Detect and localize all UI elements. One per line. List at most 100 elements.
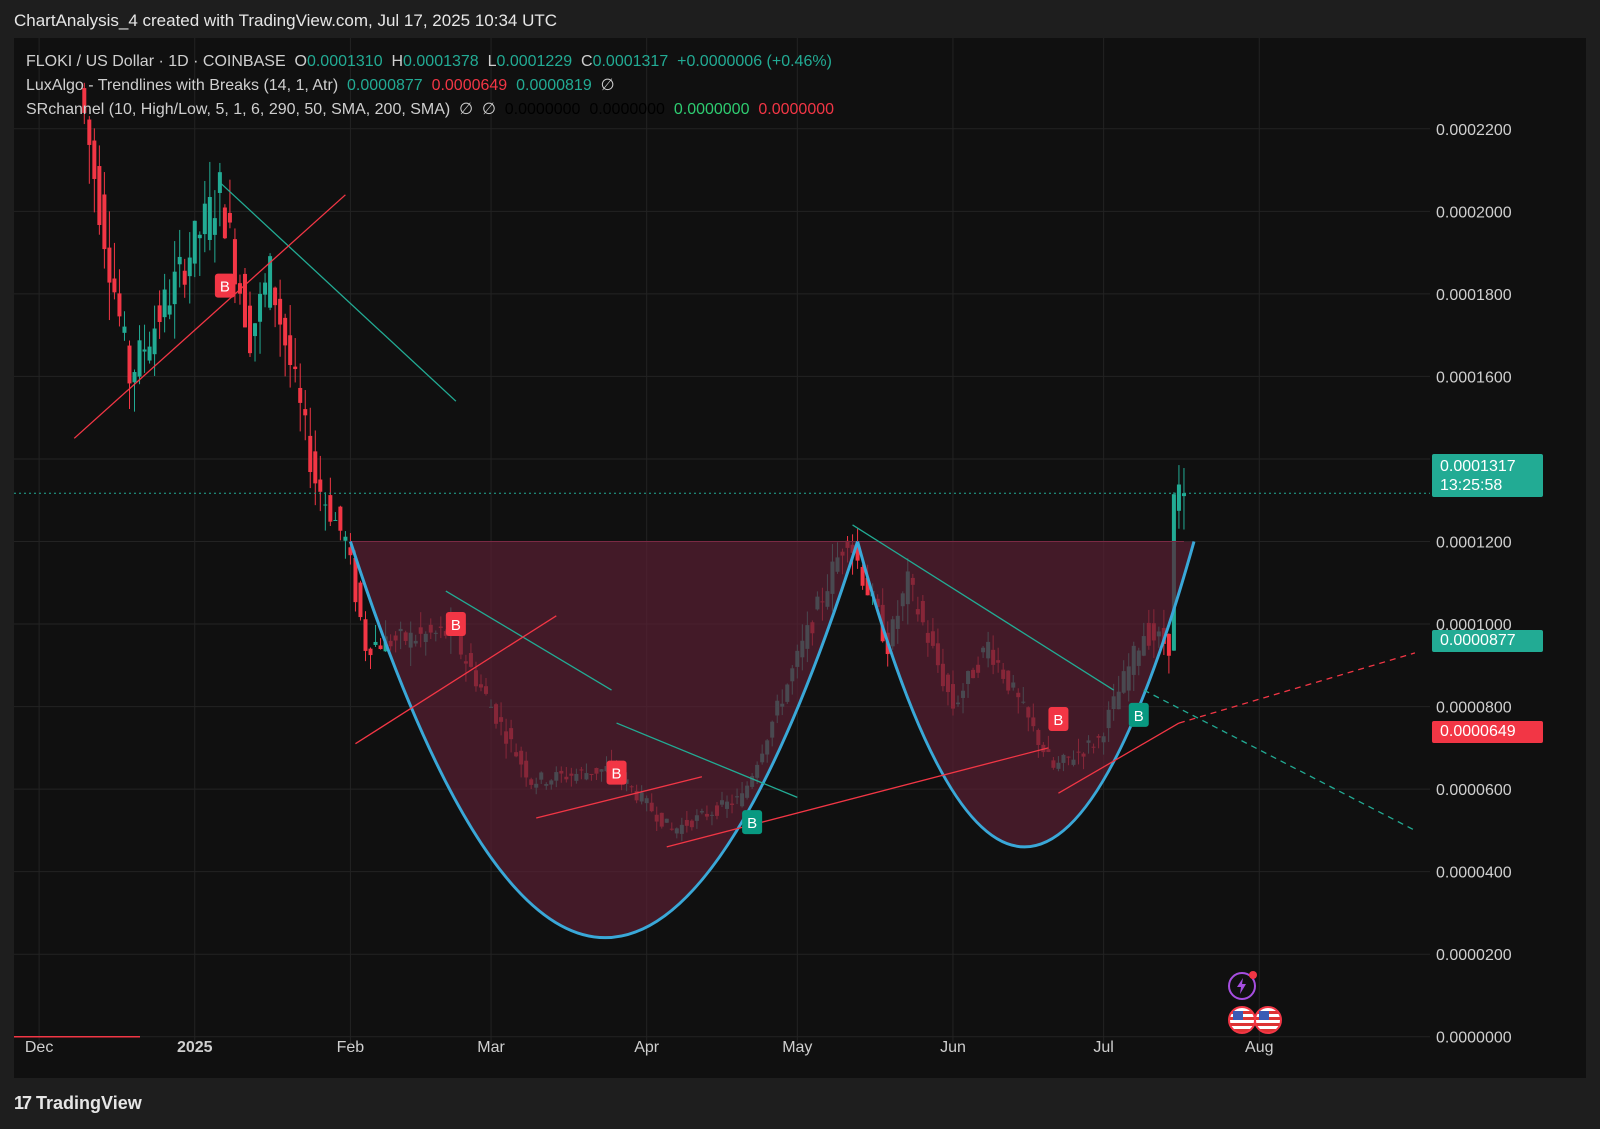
cup-pattern-fill — [350, 541, 1194, 938]
break-label-box — [1048, 706, 1069, 731]
candle-body — [212, 218, 217, 235]
candle-body — [157, 305, 162, 322]
symbol-name[interactable]: FLOKI / US Dollar · 1D · COINBASE — [26, 53, 286, 70]
trendline-down — [852, 524, 1115, 691]
flag-canton — [1259, 1011, 1269, 1020]
trendline-up — [1058, 722, 1180, 794]
legend-indicator2-row[interactable]: SRchannel (10, High/Low, 5, 1, 6, 290, 5… — [26, 98, 834, 122]
candle-body — [87, 119, 92, 145]
candle-body — [177, 256, 182, 265]
flag-canton — [1233, 1011, 1243, 1020]
y-tick-label: 0.0001600 — [1436, 369, 1512, 386]
x-tick-label: May — [782, 1039, 812, 1056]
candle-body — [328, 495, 333, 522]
candle-body — [152, 328, 157, 355]
candle-body — [82, 88, 87, 113]
candle-body — [378, 645, 383, 650]
candle-body — [268, 256, 273, 308]
candle-body — [142, 349, 147, 352]
x-tick-label: Mar — [477, 1039, 505, 1056]
candle-body — [117, 293, 122, 317]
candle-body — [127, 345, 132, 384]
indicator1-value1: 0.0000877 — [347, 77, 423, 94]
candle-body — [298, 387, 303, 403]
y-tick-label: 0.0000400 — [1436, 865, 1512, 882]
indicator2-name[interactable]: SRchannel (10, High/Low, 5, 1, 6, 290, 5… — [26, 101, 451, 118]
x-tick-label: Dec — [25, 1039, 53, 1056]
lightning-icon[interactable] — [1228, 971, 1257, 1000]
y-tick-label: 0.0002200 — [1436, 122, 1512, 139]
indicator1-hidden-icon[interactable]: ∅ — [600, 77, 615, 94]
break-label-bearish: B — [445, 612, 466, 637]
candle-body — [263, 282, 268, 295]
tradingview-brand[interactable]: 17 TradingView — [14, 1093, 142, 1117]
lower-trend-price-tag: 0.0000649 — [1432, 721, 1543, 743]
break-label-bullish: B — [1128, 702, 1149, 727]
x-tick-label: Aug — [1245, 1039, 1273, 1056]
high-label: H — [391, 53, 404, 70]
candle-body — [192, 220, 197, 264]
projection-down-dashed — [1143, 689, 1416, 831]
upper-trend-price-tag: 0.0000877 — [1432, 630, 1543, 652]
cup-curve — [348, 541, 860, 940]
candle-body — [283, 317, 288, 346]
break-label-bearish: B — [606, 760, 627, 785]
us-flag-icon[interactable] — [1228, 1006, 1256, 1034]
indicator2-value3: 0.0000000 — [673, 101, 750, 118]
break-label-text: B — [220, 279, 230, 296]
candle-body — [338, 506, 343, 531]
countdown: 13:25:58 — [1440, 477, 1503, 494]
indicator1-name[interactable]: LuxAlgo - Trendlines with Breaks (14, 1,… — [26, 77, 339, 94]
candle-body — [293, 366, 298, 370]
candle-body — [102, 194, 107, 250]
top-bar: ChartAnalysis_4 created with TradingView… — [0, 0, 1600, 38]
candle-body — [348, 547, 353, 556]
candle-body — [167, 305, 172, 315]
indicator2-value2: 0.0000000 — [589, 101, 665, 118]
indicator2-hidden-icon-2[interactable]: ∅ — [481, 101, 496, 118]
break-label-box — [1128, 702, 1149, 727]
candle-body — [232, 239, 237, 285]
low-value: 0.0001229 — [496, 53, 573, 70]
us-flag-icon[interactable] — [1254, 1006, 1282, 1034]
trendline-up — [536, 776, 703, 819]
candle-body — [308, 435, 313, 473]
trendline-down — [445, 590, 612, 691]
break-label-box — [606, 760, 627, 785]
break-label-bullish: B — [742, 810, 763, 835]
indicator1-value2: 0.0000649 — [431, 77, 508, 94]
candle-body — [358, 582, 363, 618]
y-tick-label: 0.0000200 — [1436, 947, 1512, 964]
candle-body — [363, 619, 368, 651]
indicator2-hidden-icon[interactable]: ∅ — [459, 101, 474, 118]
candle-body — [107, 247, 112, 283]
candle-body — [187, 257, 192, 277]
trendline-down — [219, 181, 457, 402]
candle-body — [207, 196, 212, 240]
candle-body — [92, 140, 97, 179]
trendline-down — [616, 722, 798, 798]
candle-body — [288, 335, 293, 365]
close-label: C — [581, 53, 593, 70]
x-tick-label: Jun — [940, 1039, 966, 1056]
break-label-box — [742, 810, 763, 835]
trendline-up — [73, 194, 346, 439]
candle-body — [303, 409, 308, 416]
break-label-text: B — [747, 815, 757, 832]
high-value: 0.0001378 — [403, 53, 479, 70]
legend-indicator1-row[interactable]: LuxAlgo - Trendlines with Breaks (14, 1,… — [26, 74, 834, 98]
candle-body — [222, 207, 227, 239]
trendline-up — [666, 747, 1049, 848]
candle-body — [162, 289, 167, 318]
projection-up-dashed — [1178, 652, 1416, 724]
candle-body — [137, 340, 142, 377]
candle-body — [182, 270, 187, 285]
last-price-tag: 0.0001317 13:25:58 — [1432, 454, 1543, 497]
candle-body — [253, 323, 258, 337]
break-label-text: B — [451, 617, 461, 634]
tradingview-logo-icon: 17 — [14, 1093, 32, 1113]
break-label-text: B — [1134, 708, 1144, 725]
candle-body — [227, 212, 232, 223]
change-value: +0.0000006 (+0.46%) — [677, 53, 832, 70]
